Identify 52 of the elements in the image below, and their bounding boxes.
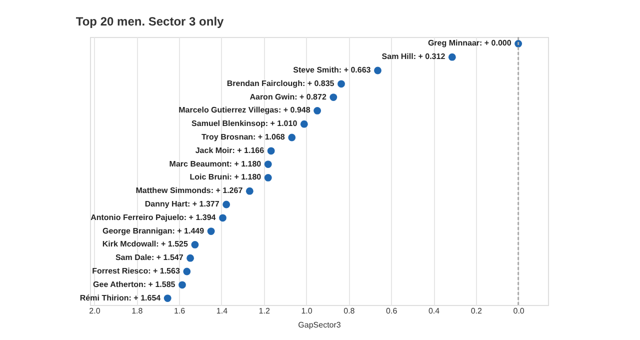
- point: [246, 187, 254, 195]
- point: [267, 147, 275, 155]
- point: [222, 200, 230, 208]
- point: [219, 214, 226, 222]
- point: [448, 53, 456, 61]
- point: [300, 120, 308, 128]
- point: [191, 241, 199, 248]
- x-tick-label: 1.2: [258, 306, 270, 316]
- data-label: Forrest Riesco: + 1.563: [92, 266, 180, 276]
- data-label: Gee Atherton: + 1.585: [93, 280, 176, 289]
- data-label: Greg Minnaar: + 0.000: [428, 38, 512, 48]
- x-tick-label: 1.0: [301, 306, 313, 316]
- data-label: Marcelo Gutierrez Villegas: + 0.948: [178, 106, 311, 115]
- data-label: Aaron Gwin: + 0.872: [250, 92, 327, 102]
- x-tick-label: 0.2: [470, 306, 483, 316]
- x-tick-label: 0.0: [513, 306, 525, 316]
- data-label: Brendan Fairclough: + 0.835: [226, 78, 335, 88]
- x-tick-label: 0.6: [386, 306, 398, 316]
- data-label: Matthew Simmonds: + 1.267: [136, 186, 244, 196]
- point: [186, 254, 194, 262]
- data-label: Kirk Mcdowall: + 1.525: [102, 240, 189, 249]
- point: [178, 281, 186, 289]
- data-label: Jack Moir: + 1.166: [195, 146, 265, 155]
- x-tick-label: 0.8: [344, 306, 356, 316]
- point: [183, 268, 191, 276]
- data-label: Sam Dale: + 1.547: [115, 253, 184, 262]
- x-tick-label: 1.8: [132, 306, 144, 316]
- x-tick-label: 1.4: [216, 306, 228, 316]
- point: [288, 134, 296, 142]
- data-label: Steve Smith: + 0.663: [293, 66, 372, 74]
- x-axis-title: GapSector3: [298, 320, 342, 330]
- data-label: Rémi Thirion: + 1.654: [80, 293, 162, 302]
- data-label: Marc Beaumont: + 1.180: [169, 159, 262, 168]
- x-tick-label: 0.4: [428, 306, 440, 316]
- x-tick-label: 2.0: [89, 306, 101, 316]
- data-label: Samuel Blenkinsop: + 1.010: [192, 119, 298, 128]
- chart-title: Top 20 men. Sector 3 only: [76, 14, 224, 28]
- point: [374, 66, 382, 74]
- data-label: George Brannigan: + 1.449: [102, 226, 205, 236]
- point: [207, 228, 215, 235]
- point: [330, 94, 338, 101]
- point: [164, 294, 172, 302]
- data-label: Loic Bruni: + 1.180: [190, 172, 262, 182]
- data-label: Sam Hill: + 0.312: [382, 52, 446, 62]
- data-label: Antonio Ferreiro Pajuelo: + 1.394: [90, 212, 216, 222]
- point: [338, 80, 345, 88]
- x-tick-label: 1.6: [174, 306, 186, 316]
- data-label: Danny Hart: + 1.377: [144, 200, 220, 208]
- point: [264, 174, 272, 182]
- point: [314, 107, 322, 114]
- data-label: Troy Brosnan: + 1.068: [201, 132, 286, 142]
- point: [264, 160, 272, 168]
